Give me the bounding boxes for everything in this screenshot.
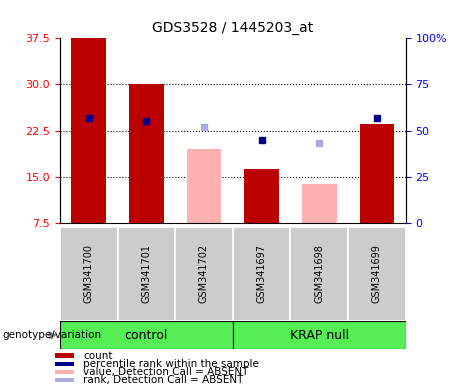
Bar (233, 321, 406, 349)
Bar (55, 362, 74, 366)
Bar (55, 370, 74, 374)
Bar (244, 169, 279, 223)
Bar (71, 38, 106, 223)
Text: KRAP null: KRAP null (290, 329, 349, 341)
Title: GDS3528 / 1445203_at: GDS3528 / 1445203_at (152, 21, 313, 35)
Bar (60, 227, 118, 321)
Bar (175, 227, 233, 321)
Text: genotype/variation: genotype/variation (2, 330, 101, 340)
Bar (118, 227, 175, 321)
Text: percentile rank within the sample: percentile rank within the sample (83, 359, 259, 369)
Text: GSM341702: GSM341702 (199, 244, 209, 303)
Text: GSM341700: GSM341700 (84, 244, 94, 303)
Text: GSM341698: GSM341698 (314, 244, 324, 303)
Text: GSM341697: GSM341697 (257, 244, 266, 303)
Bar (60, 321, 233, 349)
Text: GSM341699: GSM341699 (372, 244, 382, 303)
Bar (55, 353, 74, 358)
Bar (233, 227, 290, 321)
Bar (348, 227, 406, 321)
Text: count: count (83, 351, 112, 361)
Bar (290, 227, 348, 321)
Bar (360, 124, 394, 223)
Bar (187, 149, 221, 223)
Bar (129, 84, 164, 223)
Bar (302, 184, 337, 223)
Text: rank, Detection Call = ABSENT: rank, Detection Call = ABSENT (83, 375, 243, 384)
Text: control: control (124, 329, 168, 341)
Text: GSM341701: GSM341701 (142, 244, 151, 303)
Text: value, Detection Call = ABSENT: value, Detection Call = ABSENT (83, 367, 248, 377)
Bar (55, 378, 74, 382)
